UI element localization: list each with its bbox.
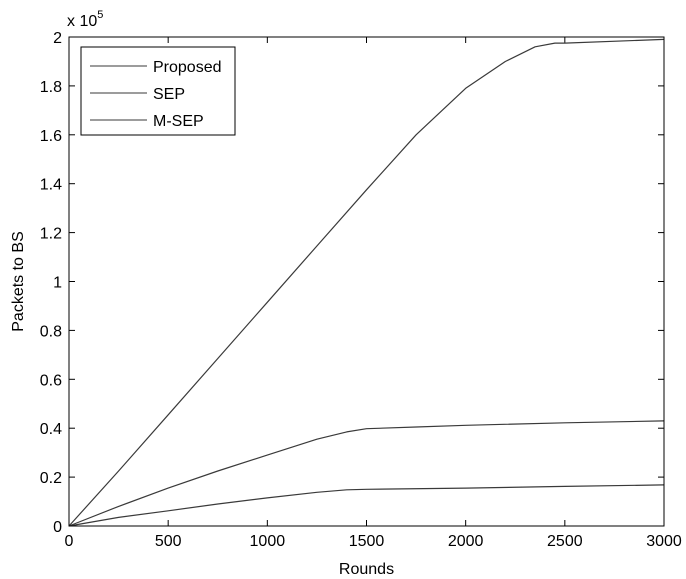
- x-axis-label: Rounds: [339, 561, 394, 578]
- y-tick-label: 0.4: [40, 421, 62, 438]
- x-tick-label: 500: [155, 533, 182, 550]
- series-lines: [68, 38, 665, 527]
- y-tick-label: 1.8: [40, 79, 62, 96]
- y-tick-label: 0: [53, 519, 62, 536]
- x-tick-label: 0: [65, 533, 74, 550]
- y-tick-label: 1.2: [40, 226, 62, 243]
- y-multiplier-base: x 10: [67, 13, 97, 30]
- y-tick-label: 2: [53, 30, 62, 47]
- legend-label-m-sep: M-SEP: [153, 113, 204, 130]
- x-tick-label: 1000: [250, 533, 286, 550]
- legend-label-proposed: Proposed: [153, 59, 222, 76]
- x-tick-label: 2000: [448, 533, 484, 550]
- y-tick-label: 0.2: [40, 470, 62, 487]
- plot-frame: [68, 36, 665, 527]
- x-tick-label: 2500: [547, 533, 583, 550]
- y-tick-label: 1: [53, 275, 62, 292]
- x-tick-label: 1500: [349, 533, 385, 550]
- y-axis-multiplier: x 105: [67, 9, 103, 30]
- axis-ticks: 0 500 1000 1500 2000 2500 3000 0 0.2 0.4 0.6 0.8 1 1.…: [40, 30, 682, 550]
- legend: Proposed SEP M-SEP: [80, 46, 236, 136]
- legend-label-sep: SEP: [153, 86, 185, 103]
- y-tick-label: 0.8: [40, 323, 62, 340]
- x-tick-label: 3000: [646, 533, 682, 550]
- series-line-m-sep: [68, 420, 665, 527]
- y-tick-label: 1.6: [40, 128, 62, 145]
- y-tick-label: 1.4: [40, 177, 62, 194]
- y-multiplier-exponent: 5: [97, 9, 103, 21]
- series-line-sep: [68, 484, 665, 527]
- series-line-proposed: [68, 38, 665, 527]
- y-axis-label: Packets to BS: [10, 231, 27, 332]
- y-tick-label: 0.6: [40, 372, 62, 389]
